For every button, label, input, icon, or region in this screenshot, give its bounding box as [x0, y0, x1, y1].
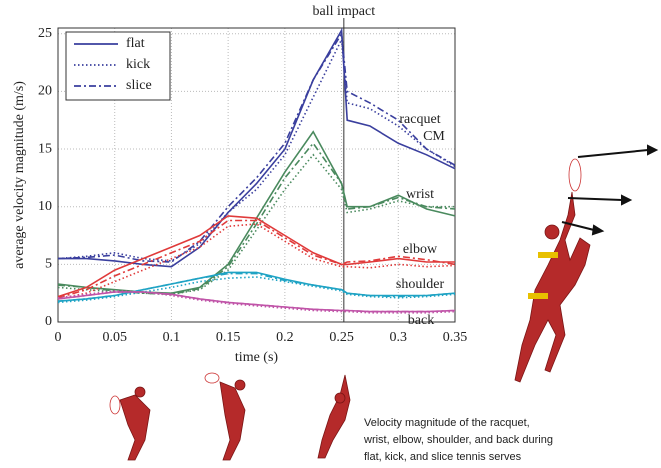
caption-line: flat, kick, and slice tennis serves — [364, 451, 522, 463]
player-large — [514, 158, 591, 383]
series-line — [57, 219, 456, 299]
player-small-2 — [204, 372, 246, 461]
player-small-1 — [109, 386, 151, 461]
impact-label: ball impact — [313, 4, 376, 19]
y-axis-label: average velocity magnitude (m/s) — [12, 81, 27, 269]
group-label: wrist — [406, 187, 434, 202]
series-line — [57, 36, 456, 262]
plot-frame — [57, 27, 456, 323]
x-tick-label: 0 — [55, 330, 62, 345]
series-line — [57, 215, 455, 298]
y-tick-label: 15 — [38, 141, 52, 156]
arrows — [561, 144, 659, 236]
group-label: racquet — [399, 112, 440, 127]
group-label: elbow — [403, 242, 438, 257]
legend-label: kick — [126, 57, 150, 72]
x-axis-label: time (s) — [235, 350, 278, 365]
group-label: CM — [423, 129, 445, 144]
group-label: back — [408, 313, 434, 328]
x-tick-label: 0.25 — [329, 330, 354, 345]
x-tick-label: 0.15 — [216, 330, 241, 345]
caption: Velocity magnitude of the racquet, wrist,… — [363, 417, 553, 463]
x-tick-label: 0.05 — [102, 330, 127, 345]
legend-label: slice — [126, 78, 152, 93]
x-tick-label: 0.3 — [390, 330, 408, 345]
caption-line: wrist, elbow, shoulder, and back during — [363, 434, 553, 446]
y-tick-label: 5 — [45, 257, 52, 272]
group-label: shoulder — [396, 277, 445, 292]
legend-label: flat — [126, 36, 145, 51]
y-tick-label: 0 — [45, 314, 52, 329]
legend-box — [65, 31, 171, 101]
series-line — [57, 130, 456, 295]
illustrations — [109, 144, 659, 461]
x-tick-label: 0.35 — [443, 330, 468, 345]
x-tick-label: 0.2 — [276, 330, 294, 345]
x-tick-label: 0.1 — [163, 330, 181, 345]
series-line — [57, 291, 456, 313]
player-small-3 — [317, 374, 351, 459]
y-tick-label: 20 — [38, 84, 52, 99]
y-tick-label: 25 — [38, 26, 52, 41]
caption-line: Velocity magnitude of the racquet, — [364, 417, 530, 429]
series-line — [57, 31, 456, 263]
y-tick-label: 10 — [38, 199, 52, 214]
series-line — [58, 27, 456, 268]
